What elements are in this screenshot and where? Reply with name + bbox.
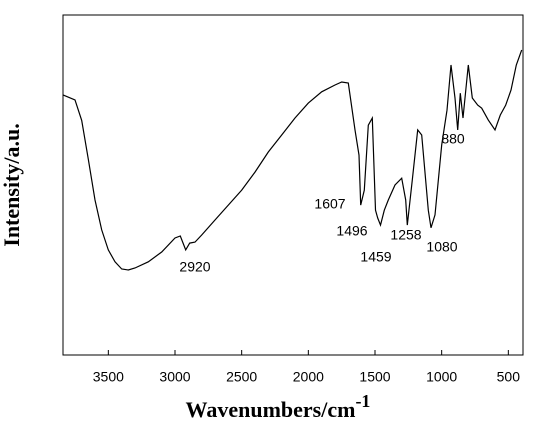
plot-frame — [62, 14, 524, 356]
x-tick-label: 1000 — [426, 369, 457, 385]
x-label-superscript: -1 — [355, 391, 370, 411]
peak-label: 2920 — [179, 259, 210, 275]
peak-label: 1080 — [426, 239, 457, 255]
x-axis-label: Wavenumbers/cm-1 — [186, 391, 371, 422]
x-tick-label: 1500 — [359, 369, 390, 385]
peak-label: 1496 — [336, 223, 367, 239]
peak-label: 1258 — [390, 227, 421, 243]
x-tick-label: 3500 — [93, 369, 124, 385]
spectrum-line — [62, 49, 523, 271]
peak-label: 1459 — [360, 249, 391, 265]
y-axis-label: Intensity/a.u. — [0, 123, 24, 246]
peak-label: 880 — [441, 131, 465, 147]
peak-label: 1607 — [314, 196, 345, 212]
x-label-text: Wavenumbers/cm — [186, 397, 356, 422]
x-tick-label: 2000 — [293, 369, 324, 385]
x-tick-label: 2500 — [226, 369, 257, 385]
x-tick-label: 3000 — [159, 369, 190, 385]
x-tick-label: 500 — [497, 369, 521, 385]
